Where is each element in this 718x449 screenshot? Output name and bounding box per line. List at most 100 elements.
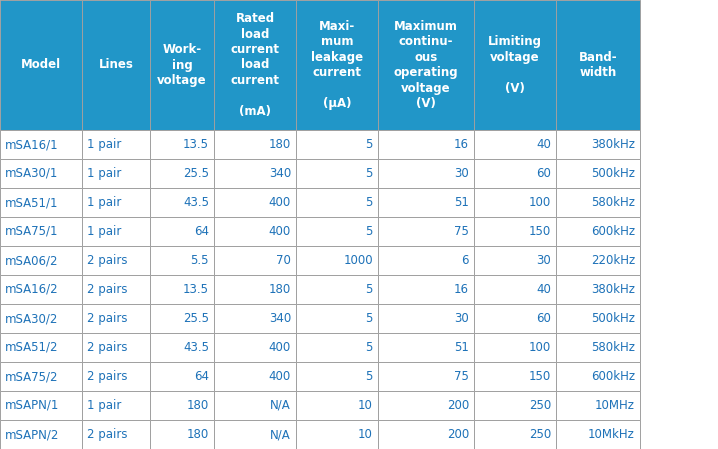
Text: 1 pair: 1 pair (87, 138, 121, 151)
Text: 250: 250 (528, 399, 551, 412)
Bar (378, 217, 474, 246)
Bar (0, 391, 82, 420)
Bar (296, 217, 378, 246)
Bar (378, 246, 474, 275)
Bar (150, 333, 214, 362)
Text: mSAPN/1: mSAPN/1 (5, 399, 60, 412)
Bar (82, 420, 150, 449)
Text: 25.5: 25.5 (183, 167, 209, 180)
Bar (150, 275, 214, 304)
Text: 250: 250 (528, 428, 551, 441)
Bar (214, 188, 296, 217)
Bar (82, 275, 150, 304)
Text: 600kHz: 600kHz (591, 370, 635, 383)
Bar (296, 391, 378, 420)
Text: 6: 6 (462, 254, 469, 267)
Bar (556, 391, 640, 420)
Text: 150: 150 (528, 370, 551, 383)
Text: 40: 40 (536, 283, 551, 296)
Text: 400: 400 (269, 341, 291, 354)
Text: mSA75/1: mSA75/1 (5, 225, 58, 238)
Text: 5: 5 (365, 370, 373, 383)
Bar (296, 130, 378, 159)
Text: 580kHz: 580kHz (591, 196, 635, 209)
Text: 43.5: 43.5 (183, 196, 209, 209)
Text: mSA16/1: mSA16/1 (5, 138, 59, 151)
Text: 10MkHz: 10MkHz (588, 428, 635, 441)
Bar (378, 362, 474, 391)
Bar (82, 0, 150, 130)
Bar (82, 391, 150, 420)
Bar (378, 159, 474, 188)
Bar (556, 333, 640, 362)
Text: 5: 5 (365, 138, 373, 151)
Text: 10: 10 (358, 399, 373, 412)
Text: mSA06/2: mSA06/2 (5, 254, 58, 267)
Bar (82, 304, 150, 333)
Bar (150, 391, 214, 420)
Text: 40: 40 (536, 138, 551, 151)
Text: 5: 5 (365, 196, 373, 209)
Bar (378, 333, 474, 362)
Bar (150, 420, 214, 449)
Bar (150, 304, 214, 333)
Bar (0, 304, 82, 333)
Text: 500kHz: 500kHz (591, 167, 635, 180)
Text: 43.5: 43.5 (183, 341, 209, 354)
Text: 200: 200 (447, 428, 469, 441)
Bar (82, 333, 150, 362)
Bar (214, 391, 296, 420)
Text: 5: 5 (365, 225, 373, 238)
Text: 51: 51 (454, 196, 469, 209)
Bar (214, 159, 296, 188)
Bar (474, 362, 556, 391)
Text: Limiting
voltage

(V): Limiting voltage (V) (488, 35, 542, 95)
Bar (296, 304, 378, 333)
Text: 75: 75 (454, 225, 469, 238)
Bar (378, 188, 474, 217)
Bar (296, 159, 378, 188)
Text: 380kHz: 380kHz (591, 283, 635, 296)
Bar (474, 217, 556, 246)
Text: N/A: N/A (270, 428, 291, 441)
Text: Band-
width: Band- width (579, 51, 617, 79)
Bar (82, 130, 150, 159)
Bar (474, 304, 556, 333)
Bar (150, 246, 214, 275)
Bar (0, 362, 82, 391)
Bar (378, 0, 474, 130)
Bar (556, 275, 640, 304)
Bar (214, 0, 296, 130)
Bar (0, 333, 82, 362)
Text: 60: 60 (536, 167, 551, 180)
Text: 2 pairs: 2 pairs (87, 254, 128, 267)
Bar (378, 420, 474, 449)
Text: 340: 340 (269, 167, 291, 180)
Bar (82, 159, 150, 188)
Bar (474, 391, 556, 420)
Text: 1000: 1000 (343, 254, 373, 267)
Bar (214, 275, 296, 304)
Bar (150, 159, 214, 188)
Text: Lines: Lines (98, 58, 134, 71)
Text: 2 pairs: 2 pairs (87, 341, 128, 354)
Text: 5: 5 (365, 283, 373, 296)
Text: mSA75/2: mSA75/2 (5, 370, 58, 383)
Bar (556, 159, 640, 188)
Bar (556, 420, 640, 449)
Text: 600kHz: 600kHz (591, 225, 635, 238)
Bar (150, 217, 214, 246)
Bar (474, 275, 556, 304)
Bar (556, 188, 640, 217)
Text: mSA51/1: mSA51/1 (5, 196, 58, 209)
Text: Work-
ing
voltage: Work- ing voltage (157, 43, 207, 87)
Text: 10: 10 (358, 428, 373, 441)
Bar (474, 0, 556, 130)
Text: 200: 200 (447, 399, 469, 412)
Bar (556, 246, 640, 275)
Text: 100: 100 (528, 196, 551, 209)
Text: 64: 64 (194, 225, 209, 238)
Bar (296, 246, 378, 275)
Text: 30: 30 (454, 167, 469, 180)
Bar (474, 159, 556, 188)
